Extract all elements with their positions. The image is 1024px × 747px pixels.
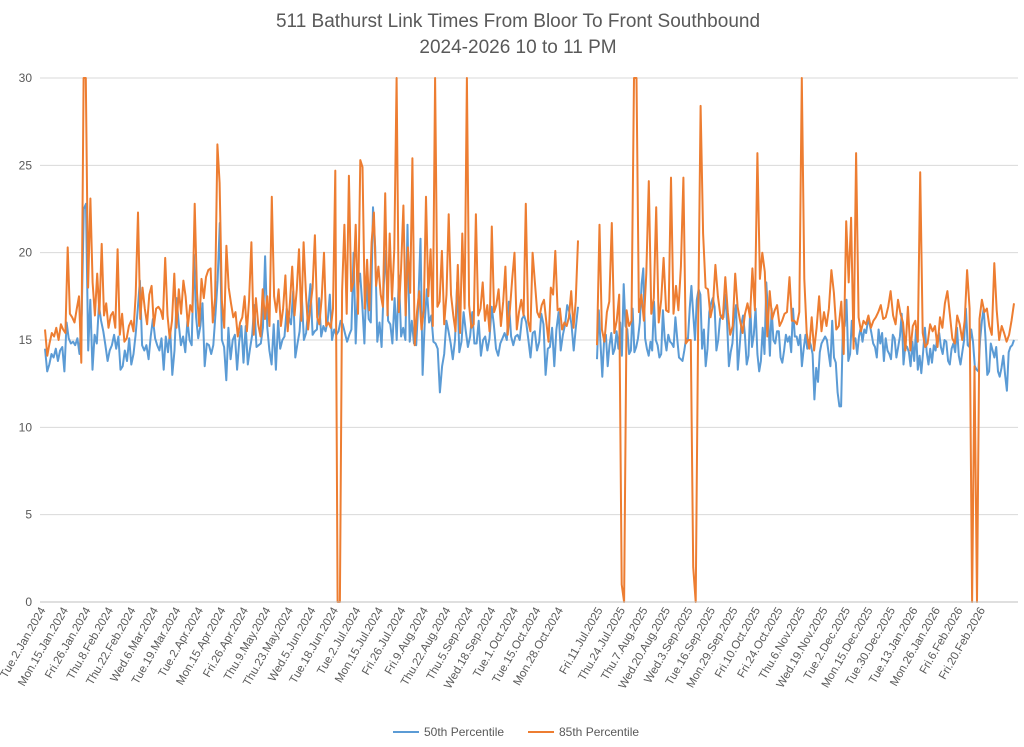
y-tick-label: 15 (19, 333, 33, 347)
legend: 50th Percentile 85th Percentile (393, 725, 639, 739)
y-tick-label: 30 (19, 71, 33, 85)
chart-subtitle: 2024-2026 10 to 11 PM (419, 37, 616, 58)
y-tick-label: 10 (19, 420, 33, 434)
series-line-85th-segment-2 (596, 77, 1015, 603)
y-tick-label: 5 (25, 508, 32, 522)
y-tick-label: 0 (25, 595, 32, 609)
chart-title: 511 Bathurst Link Times From Bloor To Fr… (276, 11, 760, 32)
y-axis: 0 5 10 15 20 25 30 (19, 71, 33, 609)
series-line-85th-segment-1 (44, 77, 579, 603)
series-line-50th-segment-2 (596, 267, 1015, 408)
legend-label-85th: 85th Percentile (559, 725, 639, 739)
plot-area (44, 77, 1015, 603)
y-tick-label: 20 (19, 246, 33, 260)
series-line-50th-segment-1 (44, 202, 579, 394)
legend-label-50th: 50th Percentile (424, 725, 504, 739)
y-tick-label: 25 (19, 158, 33, 172)
